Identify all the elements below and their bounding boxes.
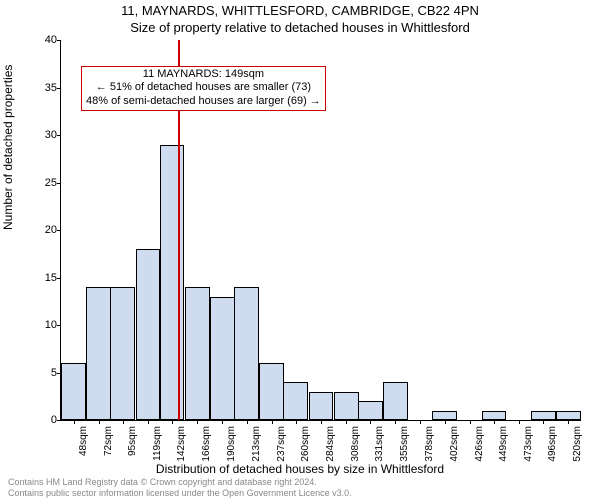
x-tick-label: 284sqm (325, 426, 336, 462)
histogram-bar (259, 363, 284, 420)
histogram-bar (334, 392, 359, 421)
histogram-bar (482, 411, 507, 421)
x-tick-label: 473sqm (523, 426, 534, 462)
chart-title-line1: 11, MAYNARDS, WHITTLESFORD, CAMBRIDGE, C… (0, 3, 600, 18)
chart-title-line2: Size of property relative to detached ho… (0, 20, 600, 35)
x-axis-label: Distribution of detached houses by size … (0, 462, 600, 476)
histogram-bar (185, 287, 210, 420)
histogram-bar (234, 287, 259, 420)
x-tick-mark (247, 420, 248, 424)
x-tick-mark (172, 420, 173, 424)
x-tick-label: 331sqm (374, 426, 385, 462)
plot-area: 051015202530354048sqm72sqm95sqm119sqm142… (60, 40, 581, 421)
x-tick-label: 72sqm (103, 426, 114, 456)
y-tick-mark (57, 230, 61, 231)
histogram-bar (556, 411, 581, 421)
y-tick-mark (57, 40, 61, 41)
x-tick-label: 355sqm (399, 426, 410, 462)
histogram-bar (61, 363, 86, 420)
histogram-bar (383, 382, 408, 420)
x-tick-mark (543, 420, 544, 424)
histogram-bar (160, 145, 185, 421)
x-tick-label: 48sqm (78, 426, 89, 456)
y-tick-mark (57, 325, 61, 326)
x-tick-mark (321, 420, 322, 424)
annotation-line1: 11 MAYNARDS: 149sqm (86, 68, 321, 82)
x-tick-label: 95sqm (127, 426, 138, 456)
x-tick-mark (272, 420, 273, 424)
histogram-bar (210, 297, 235, 421)
x-tick-mark (420, 420, 421, 424)
x-tick-label: 449sqm (498, 426, 509, 462)
footer-line2: Contains public sector information licen… (8, 488, 352, 498)
x-tick-mark (370, 420, 371, 424)
x-tick-mark (395, 420, 396, 424)
y-axis-label: Number of detached properties (1, 65, 15, 230)
histogram-bar (110, 287, 135, 420)
histogram-bar (136, 249, 161, 420)
x-tick-mark (74, 420, 75, 424)
x-tick-mark (148, 420, 149, 424)
y-tick-mark (57, 420, 61, 421)
x-tick-mark (519, 420, 520, 424)
y-tick-mark (57, 88, 61, 89)
x-tick-label: 190sqm (226, 426, 237, 462)
x-tick-label: 402sqm (449, 426, 460, 462)
y-tick-mark (57, 135, 61, 136)
x-tick-label: 378sqm (424, 426, 435, 462)
x-tick-label: 496sqm (547, 426, 558, 462)
y-tick-mark (57, 183, 61, 184)
x-tick-mark (445, 420, 446, 424)
footer-line1: Contains HM Land Registry data © Crown c… (8, 477, 352, 487)
x-tick-label: 166sqm (201, 426, 212, 462)
annotation-box: 11 MAYNARDS: 149sqm← 51% of detached hou… (81, 66, 326, 111)
histogram-bar (432, 411, 457, 421)
histogram-bar (531, 411, 556, 421)
x-tick-mark (197, 420, 198, 424)
y-tick-mark (57, 278, 61, 279)
x-tick-label: 520sqm (572, 426, 583, 462)
x-tick-mark (222, 420, 223, 424)
x-tick-mark (470, 420, 471, 424)
x-tick-label: 308sqm (350, 426, 361, 462)
x-tick-mark (296, 420, 297, 424)
x-tick-label: 426sqm (474, 426, 485, 462)
histogram-bar (309, 392, 334, 421)
x-tick-label: 237sqm (276, 426, 287, 462)
x-tick-label: 213sqm (251, 426, 262, 462)
x-tick-label: 260sqm (300, 426, 311, 462)
annotation-line2: ← 51% of detached houses are smaller (73… (86, 81, 321, 95)
histogram-bar (283, 382, 308, 420)
x-tick-label: 119sqm (152, 426, 163, 461)
annotation-line3: 48% of semi-detached houses are larger (… (86, 95, 321, 109)
x-tick-mark (123, 420, 124, 424)
x-tick-mark (494, 420, 495, 424)
histogram-bar (358, 401, 383, 420)
x-tick-mark (99, 420, 100, 424)
x-tick-label: 142sqm (176, 426, 187, 462)
histogram-bar (86, 287, 111, 420)
footer-attribution: Contains HM Land Registry data © Crown c… (8, 477, 352, 498)
x-tick-mark (568, 420, 569, 424)
x-tick-mark (346, 420, 347, 424)
chart-container: 11, MAYNARDS, WHITTLESFORD, CAMBRIDGE, C… (0, 0, 600, 500)
